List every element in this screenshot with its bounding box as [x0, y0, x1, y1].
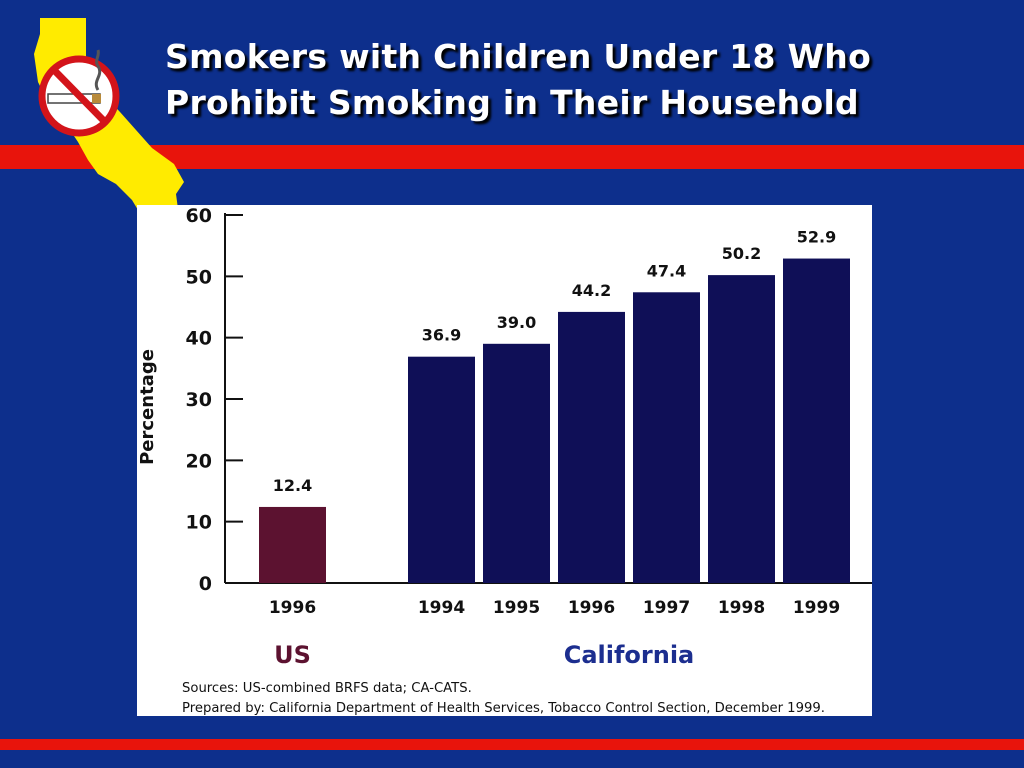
bottom-red-stripe [0, 739, 1024, 750]
data-label: 39.0 [497, 313, 536, 332]
sources-line: Sources: US-combined BRFS data; CA-CATS. [182, 681, 472, 696]
smoke-icon [94, 49, 102, 91]
x-tick-label: 1996 [568, 598, 615, 618]
data-label: 36.9 [422, 326, 461, 345]
data-label: 12.4 [273, 476, 312, 495]
bar-chart: 0 10 20 30 40 50 60 Percentage 12.4 1996 US 36.9 199… [137, 205, 872, 669]
data-label: 47.4 [647, 261, 686, 280]
no-smoking-california-icon [34, 18, 184, 210]
y-tick-label: 10 [186, 512, 212, 534]
bar-california-1996 [558, 311, 625, 583]
prohibition-slash [51, 67, 108, 125]
cigarette-tip [92, 94, 101, 103]
y-tick-label: 40 [186, 328, 212, 350]
page-title: Smokers with Children Under 18 Who Prohi… [165, 34, 1015, 126]
bar-california-1995 [483, 343, 550, 583]
title-line-2: Prohibit Smoking in Their Household [165, 83, 859, 122]
bar-california-1994 [408, 356, 475, 583]
x-tick-label: 1995 [493, 598, 540, 618]
data-label: 50.2 [722, 244, 761, 263]
bar-us-1996 [259, 506, 326, 583]
y-tick-label: 50 [186, 266, 212, 288]
y-tick-label: 30 [186, 389, 212, 411]
x-tick-label: 1996 [269, 598, 316, 618]
prepared-by-line: Prepared by: California Department of He… [182, 701, 825, 716]
bar-california-1999 [783, 258, 850, 583]
title-line-1: Smokers with Children Under 18 Who [165, 37, 872, 76]
y-tick-label: 20 [186, 450, 212, 472]
chart-panel: 0 10 20 30 40 50 60 Percentage 12.4 1996 US 36.9 199… [137, 205, 872, 716]
x-tick-label: 1994 [418, 598, 465, 618]
x-tick-label: 1998 [718, 598, 765, 618]
group-label-us: US [274, 641, 311, 669]
y-axis-label: Percentage [137, 349, 158, 465]
data-label: 52.9 [797, 228, 836, 247]
bar-california-1997 [633, 292, 700, 583]
bar-california-1998 [708, 275, 775, 583]
data-label: 44.2 [572, 281, 611, 300]
y-tick-label: 0 [199, 573, 212, 595]
y-tick-label: 60 [186, 205, 212, 227]
x-tick-label: 1997 [643, 598, 690, 618]
chart-sources: Sources: US-combined BRFS data; CA-CATS.… [182, 679, 872, 716]
group-label-california: California [564, 641, 695, 669]
x-tick-label: 1999 [793, 598, 840, 618]
